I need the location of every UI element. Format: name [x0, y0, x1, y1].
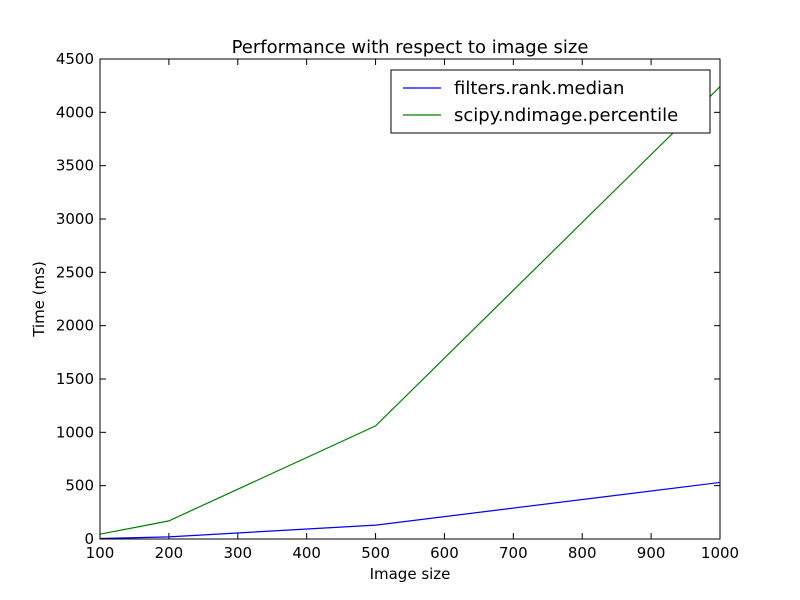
x-tick-label: 900 — [637, 544, 666, 562]
x-tick-label: 400 — [292, 544, 321, 562]
x-tick-label: 500 — [361, 544, 390, 562]
legend-label: scipy.ndimage.percentile — [454, 105, 678, 126]
y-tick-label: 500 — [65, 477, 94, 495]
legend-label: filters.rank.median — [454, 78, 624, 99]
y-tick-label: 2000 — [56, 317, 94, 335]
y-tick-label: 4500 — [56, 50, 94, 68]
y-tick-label: 1500 — [56, 370, 94, 388]
x-tick-label: 1000 — [701, 544, 739, 562]
series-line — [99, 481, 721, 540]
x-tick-label: 700 — [499, 544, 528, 562]
plot-frame — [99, 58, 721, 540]
legend-box — [390, 69, 711, 134]
y-axis-label: Time (ms) — [30, 261, 48, 338]
x-axis-label: Image size — [370, 565, 451, 583]
y-tick-label: 0 — [84, 530, 94, 548]
x-tick-label: 600 — [430, 544, 459, 562]
y-tick-label: 3500 — [56, 157, 94, 175]
y-tick-label: 1000 — [56, 423, 94, 441]
y-tick-label: 3000 — [56, 210, 94, 228]
chart-title: Performance with respect to image size — [232, 37, 589, 58]
series-line — [99, 86, 721, 535]
x-tick-label: 800 — [568, 544, 597, 562]
x-tick-label: 100 — [86, 544, 115, 562]
y-tick-label: 4000 — [56, 103, 94, 121]
y-tick-label: 2500 — [56, 263, 94, 281]
x-tick-label: 200 — [155, 544, 184, 562]
x-tick-label: 300 — [223, 544, 252, 562]
